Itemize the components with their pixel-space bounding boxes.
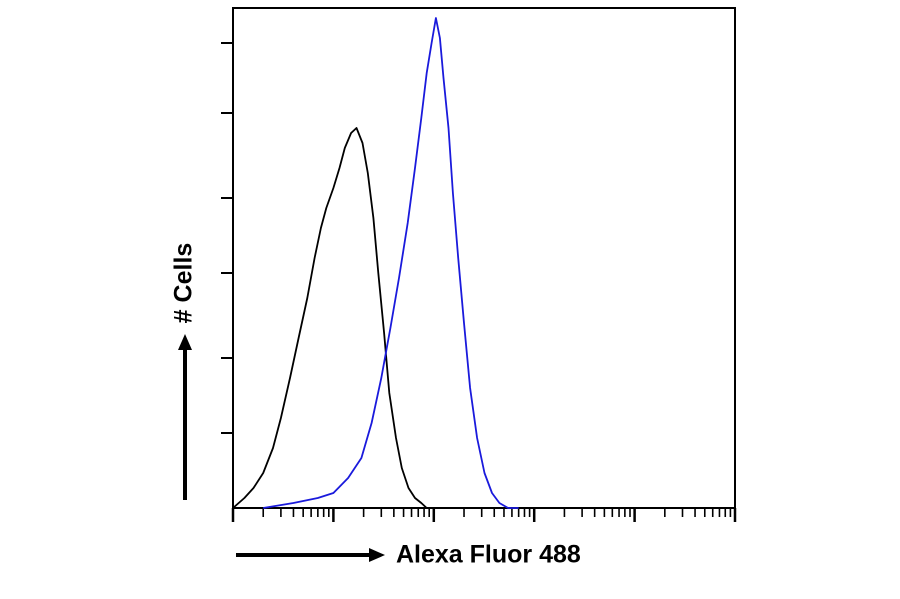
series-layer — [232, 17, 519, 509]
x-axis-arrow-head — [369, 548, 385, 562]
series-2-line — [263, 17, 519, 509]
y-axis-label: # Cells — [170, 243, 198, 324]
x-axis-label: Alexa Fluor 488 — [396, 541, 581, 569]
y-axis-ticks — [221, 42, 233, 434]
x-axis-ticks — [231, 508, 737, 522]
plot-frame — [232, 7, 736, 509]
y-axis-arrow-head — [178, 334, 192, 350]
series-1-line — [232, 127, 434, 509]
